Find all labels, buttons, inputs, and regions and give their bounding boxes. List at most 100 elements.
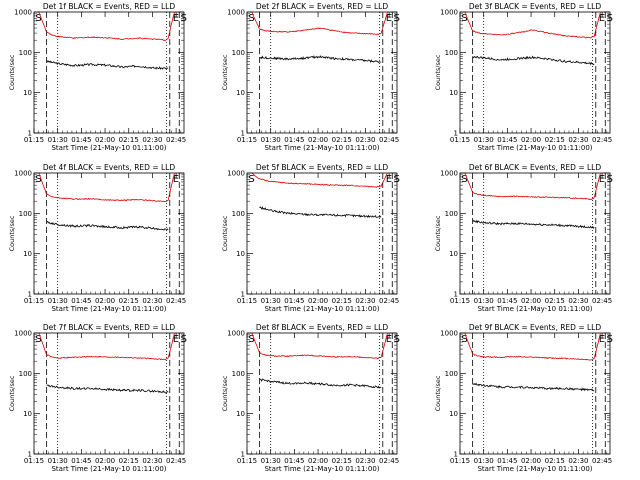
x-tick-label: 01:45 <box>497 136 517 144</box>
lld-series-line <box>464 11 601 39</box>
y-axis-label: Counts/sec <box>434 375 442 411</box>
plot-frame <box>459 332 611 455</box>
x-tick-label: 02:30 <box>355 457 375 465</box>
x-tick-label: 02:45 <box>592 136 612 144</box>
x-tick-label: 01:30 <box>261 136 281 144</box>
x-tick-label: 01:30 <box>474 297 494 305</box>
y-tick-label: 1 <box>454 130 458 138</box>
plot-frame <box>246 11 398 134</box>
x-tick-label: 02:00 <box>308 136 328 144</box>
chart-title: Det 3f BLACK = Events, RED = LLD <box>469 2 602 11</box>
events-series-line <box>472 55 595 66</box>
plot-frame <box>33 332 185 455</box>
x-tick-label: 01:15 <box>24 136 44 144</box>
x-tick-label: 01:30 <box>261 297 281 305</box>
x-axis-label: Start Time (21-May-10 01:11:00) <box>51 305 166 313</box>
x-tick-label: 01:15 <box>24 457 44 465</box>
y-tick-label: 1000 <box>227 170 245 178</box>
x-tick-label: 02:00 <box>521 457 541 465</box>
chart-title: Det 4f BLACK = Events, RED = LLD <box>43 163 176 172</box>
x-tick-label: 01:30 <box>48 457 68 465</box>
segment-marker-label: S <box>394 174 400 185</box>
x-tick-label: 02:00 <box>95 297 115 305</box>
segment-marker-label: S <box>248 174 254 185</box>
x-tick-label: 01:45 <box>284 457 304 465</box>
x-tick-label: 02:45 <box>592 457 612 465</box>
x-axis-label: Start Time (21-May-10 01:11:00) <box>264 305 379 313</box>
y-tick-label: 1 <box>28 291 32 299</box>
events-series-line <box>46 221 169 231</box>
segment-marker-label: S <box>461 174 467 185</box>
segment-marker-label: E <box>386 174 392 185</box>
x-axis-label: Start Time (21-May-10 01:11:00) <box>51 144 166 152</box>
lld-series-line <box>464 332 601 361</box>
x-axis-label: Start Time (21-May-10 01:11:00) <box>264 465 379 473</box>
lld-series-line <box>38 11 175 41</box>
plot-frame <box>33 172 185 295</box>
x-tick-label: 02:45 <box>379 297 399 305</box>
segment-marker-label: E <box>599 13 605 24</box>
y-axis-label: Counts/sec <box>221 215 229 251</box>
x-tick-label: 02:15 <box>545 457 565 465</box>
segment-marker-label: S <box>607 13 613 24</box>
chart-panel-3: Det 3f BLACK = Events, RED = LLD 1 10 100 10… <box>434 2 613 152</box>
chart-panel-4: Det 4f BLACK = Events, RED = LLD 1 10 100 10… <box>8 163 186 313</box>
y-tick-label: 10 <box>236 89 245 97</box>
events-series-line <box>259 378 382 389</box>
y-tick-label: 100 <box>445 210 458 218</box>
x-tick-label: 02:30 <box>142 457 162 465</box>
x-tick-label: 01:45 <box>497 297 517 305</box>
x-tick-label: 01:45 <box>71 457 91 465</box>
y-tick-label: 1000 <box>14 9 32 17</box>
x-tick-label: 02:45 <box>379 136 399 144</box>
y-tick-label: 1000 <box>14 170 32 178</box>
y-tick-label: 10 <box>449 89 458 97</box>
x-tick-label: 02:30 <box>568 297 588 305</box>
y-tick-label: 10 <box>236 250 245 258</box>
x-tick-label: 01:45 <box>284 297 304 305</box>
y-tick-label: 1 <box>28 451 32 459</box>
x-tick-label: 01:15 <box>237 136 257 144</box>
x-tick-label: 02:15 <box>332 136 352 144</box>
y-tick-label: 1000 <box>227 330 245 338</box>
x-tick-label: 02:15 <box>545 136 565 144</box>
x-tick-label: 02:45 <box>166 297 186 305</box>
y-tick-label: 100 <box>19 370 32 378</box>
x-tick-label: 01:30 <box>48 136 68 144</box>
y-tick-label: 1 <box>241 451 245 459</box>
segment-marker-label: S <box>461 334 467 345</box>
y-tick-label: 1000 <box>14 330 32 338</box>
x-tick-label: 01:30 <box>474 136 494 144</box>
x-tick-label: 02:30 <box>142 136 162 144</box>
y-tick-label: 10 <box>23 89 32 97</box>
chart-panel-6: Det 6f BLACK = Events, RED = LLD 1 10 100 10… <box>434 163 613 313</box>
x-tick-label: 01:15 <box>24 297 44 305</box>
segment-marker-label: S <box>35 334 41 345</box>
segment-marker-label: S <box>35 13 41 24</box>
segment-marker-label: S <box>248 334 254 345</box>
segment-marker-label: E <box>173 174 179 185</box>
lld-series-line <box>38 172 175 203</box>
y-axis-label: Counts/sec <box>8 375 16 411</box>
segment-marker-label: S <box>181 334 187 345</box>
plot-frame <box>246 332 398 455</box>
segment-marker-label: E <box>599 174 605 185</box>
x-tick-label: 02:45 <box>592 297 612 305</box>
chart-title: Det 7f BLACK = Events, RED = LLD <box>43 323 176 332</box>
y-tick-label: 1 <box>454 291 458 299</box>
x-tick-label: 02:45 <box>379 457 399 465</box>
x-tick-label: 02:15 <box>119 136 139 144</box>
lld-series-line <box>251 11 388 35</box>
chart-panel-7: Det 7f BLACK = Events, RED = LLD 1 10 100 10… <box>8 323 187 473</box>
y-axis-label: Counts/sec <box>8 54 16 90</box>
x-tick-label: 02:00 <box>308 457 328 465</box>
lld-series-line <box>251 332 388 360</box>
y-tick-label: 1 <box>241 130 245 138</box>
y-tick-label: 100 <box>232 370 245 378</box>
y-tick-label: 10 <box>23 250 32 258</box>
y-axis-label: Counts/sec <box>221 54 229 90</box>
lld-series-line <box>38 332 175 361</box>
y-tick-label: 100 <box>232 49 245 57</box>
x-tick-label: 01:45 <box>497 457 517 465</box>
